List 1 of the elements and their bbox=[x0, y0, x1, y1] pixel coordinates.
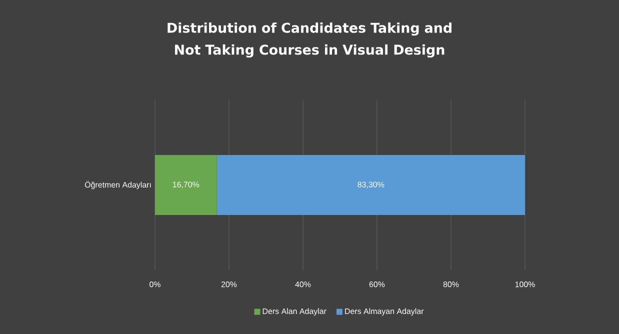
chart-title: Distribution of Candidates Taking and Not Taking Courses in Visual Design bbox=[168, 22, 452, 58]
